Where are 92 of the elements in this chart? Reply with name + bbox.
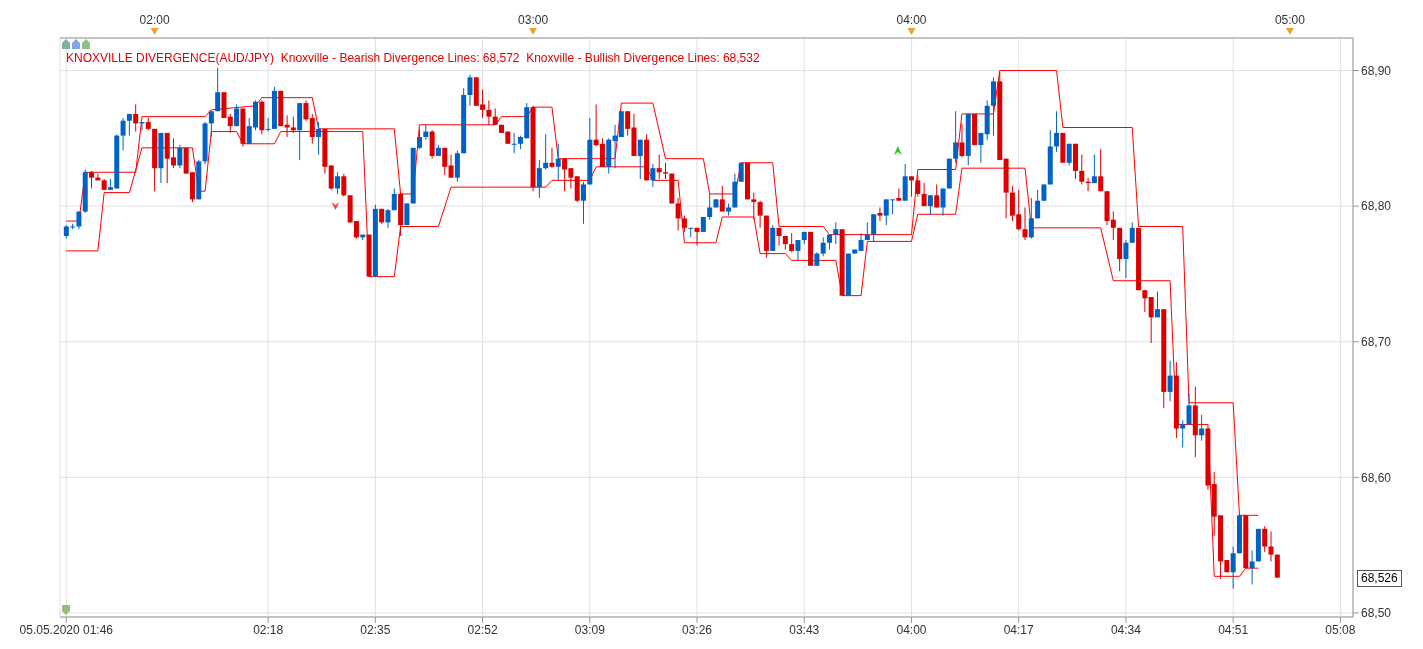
candlestick bbox=[1098, 148, 1104, 192]
x-tick-label: 03:09 bbox=[574, 622, 606, 637]
candlestick bbox=[486, 99, 492, 126]
candlestick bbox=[549, 147, 555, 169]
candlestick bbox=[328, 164, 334, 191]
candlestick bbox=[908, 175, 914, 198]
x-tick-label: 03:26 bbox=[682, 622, 713, 637]
candlestick bbox=[511, 132, 517, 154]
text: KNOXVILLE DIVERGENCE(AUD/JPY) Knoxville - Bearish Divergence Lines: 68,572 Knoxville - Bullish Divergence Lines: 68,532 bbox=[66, 51, 760, 65]
candlestick bbox=[1262, 525, 1268, 553]
candlestick bbox=[1186, 392, 1192, 425]
x2-tick-label: 04:00 bbox=[896, 13, 927, 27]
candlestick bbox=[675, 197, 681, 232]
candlestick bbox=[1180, 419, 1186, 448]
x-tick-label: 02:18 bbox=[253, 622, 284, 637]
candlestick bbox=[341, 173, 347, 198]
candlestick bbox=[896, 188, 902, 202]
text: 68,526 bbox=[1357, 569, 1402, 587]
candlestick bbox=[316, 121, 322, 156]
candlestick bbox=[1079, 154, 1085, 185]
x2-tick-label: 02:00 bbox=[139, 13, 170, 27]
candlestick bbox=[581, 181, 587, 225]
candlestick bbox=[1028, 197, 1034, 240]
candlestick bbox=[1022, 207, 1028, 241]
candlestick bbox=[776, 227, 782, 246]
candlestick bbox=[637, 139, 643, 180]
y-tick-label: 68,90 bbox=[1361, 63, 1392, 78]
candlestick bbox=[978, 132, 984, 164]
candlestick bbox=[770, 224, 776, 252]
candlestick bbox=[536, 159, 542, 199]
candlestick bbox=[915, 174, 921, 198]
y-tick-label: 68,70 bbox=[1361, 335, 1392, 349]
candlestick bbox=[1129, 221, 1135, 244]
x-tick-label: 04:00 bbox=[896, 622, 927, 637]
y-tick-label: 68,50 bbox=[1361, 606, 1392, 621]
candlestick bbox=[133, 103, 139, 133]
x2-tick-label: 03:00 bbox=[518, 13, 549, 27]
x-tick-label: 02:52 bbox=[467, 622, 498, 637]
x-tick-label: 04:17 bbox=[1003, 622, 1035, 637]
y-tick-label: 68,60 bbox=[1361, 470, 1392, 485]
candlestick bbox=[215, 67, 221, 112]
candlestick bbox=[1230, 545, 1236, 590]
candlestick bbox=[208, 110, 214, 138]
candlestick bbox=[1123, 239, 1129, 279]
candlestick bbox=[757, 200, 763, 229]
x-tick-label: 05:08 bbox=[1325, 622, 1356, 637]
candlestick bbox=[694, 227, 700, 246]
candlestick bbox=[1167, 360, 1173, 402]
candlestick bbox=[656, 154, 662, 180]
candlestick bbox=[385, 208, 391, 229]
candlestick bbox=[120, 117, 126, 152]
candlestick bbox=[795, 239, 801, 261]
candlestick bbox=[820, 236, 826, 257]
candlestick bbox=[335, 171, 341, 195]
candlestick bbox=[927, 194, 933, 215]
candlestick bbox=[265, 117, 271, 133]
candlestick bbox=[227, 113, 233, 134]
candlestick bbox=[751, 192, 757, 221]
candlestick bbox=[442, 147, 448, 176]
x-tick-label: 03:43 bbox=[789, 622, 820, 637]
candlestick bbox=[1054, 110, 1060, 153]
candlestick bbox=[417, 128, 423, 150]
candlestick bbox=[833, 221, 839, 245]
candlestick bbox=[719, 185, 725, 213]
candlestick bbox=[1154, 291, 1160, 318]
candlestick bbox=[1268, 531, 1274, 562]
candlestick bbox=[177, 144, 183, 169]
candlestick bbox=[1249, 550, 1255, 585]
candlestick bbox=[940, 188, 946, 217]
x2-tick-label: 05:00 bbox=[1274, 13, 1306, 27]
x-tick-label: 02:35 bbox=[360, 622, 391, 637]
candlestick bbox=[789, 232, 795, 253]
candlestick bbox=[467, 74, 473, 107]
candlestick bbox=[953, 110, 959, 164]
candlestick bbox=[1035, 189, 1041, 219]
candlestick bbox=[1148, 296, 1154, 344]
x-tick-label: 04:51 bbox=[1218, 622, 1249, 637]
candlestick bbox=[309, 113, 315, 145]
candlestick bbox=[877, 207, 883, 222]
candlestick bbox=[543, 133, 549, 171]
candlestick bbox=[555, 143, 561, 181]
candlestick bbox=[448, 154, 454, 179]
candlestick bbox=[303, 99, 309, 122]
x-tick-label: 05.05.2020 01:46 bbox=[19, 622, 114, 637]
candlestick bbox=[1142, 289, 1148, 313]
candlestick bbox=[871, 213, 877, 242]
candlestick bbox=[959, 122, 965, 158]
x-tick-label: 04:34 bbox=[1110, 622, 1142, 637]
candlestick bbox=[1091, 154, 1097, 184]
candlestick bbox=[650, 163, 656, 188]
y-tick-label: 68,80 bbox=[1361, 199, 1392, 214]
candlestick bbox=[707, 193, 713, 221]
